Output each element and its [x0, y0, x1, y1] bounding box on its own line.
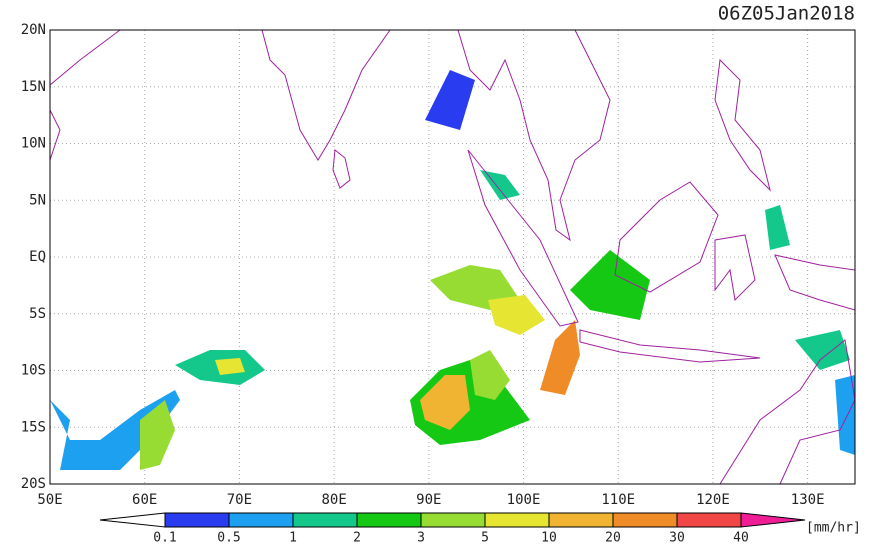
colorbar-max-arrow	[740, 512, 806, 528]
rain-area	[540, 320, 580, 395]
colorbar-label: 0.5	[217, 531, 240, 545]
map-title: 06Z05Jan2018	[718, 3, 855, 25]
lat-label: 10S	[21, 363, 46, 379]
lon-label: 90E	[416, 492, 441, 508]
colorbar-label: 20	[605, 531, 621, 545]
rain-area	[50, 390, 180, 470]
rain-area	[570, 250, 650, 320]
coastline	[714, 58, 771, 192]
rain-area	[140, 400, 175, 470]
lat-label: EQ	[29, 249, 46, 265]
lon-label: 100E	[507, 492, 541, 508]
colorbar-box	[612, 512, 678, 528]
colorbar-box	[356, 512, 422, 528]
rain-area	[425, 70, 475, 130]
lon-label: 50E	[37, 492, 62, 508]
rain-area	[470, 350, 510, 400]
colorbar-box	[164, 512, 230, 528]
colorbar-box	[484, 512, 550, 528]
coastline	[467, 149, 579, 327]
coastline	[714, 234, 756, 302]
lat-label: 5S	[29, 306, 46, 322]
colorbar-label: 40	[733, 531, 749, 545]
coastline	[261, 29, 391, 161]
lon-label: 120E	[696, 492, 730, 508]
coastline	[49, 29, 121, 161]
coastline	[774, 254, 856, 311]
colorbar-box	[292, 512, 358, 528]
rain-area	[480, 170, 520, 200]
rain-area	[835, 375, 855, 455]
lon-label: 80E	[321, 492, 346, 508]
coastline	[457, 29, 611, 242]
colorbar-box	[676, 512, 742, 528]
colorbar-box	[548, 512, 614, 528]
lat-label: 15N	[21, 79, 46, 95]
colorbar: 0.1 0.5 1 2 3 5 10 20 30 40	[99, 512, 806, 546]
lon-label: 60E	[132, 492, 157, 508]
lon-label: 110E	[601, 492, 635, 508]
coastline	[332, 149, 351, 189]
coastline	[719, 339, 856, 485]
lat-label: 10N	[21, 136, 46, 152]
coastline	[579, 329, 761, 363]
rain-area	[488, 295, 545, 335]
rain-area	[420, 375, 470, 430]
colorbar-label: 10	[541, 531, 557, 545]
colorbar-unit: [mm/hr]	[806, 521, 861, 536]
rain-area	[795, 330, 850, 370]
colorbar-label: 1	[289, 531, 297, 545]
lat-label: 5N	[29, 192, 46, 208]
colorbar-label: 0.1	[153, 531, 176, 545]
colorbar-label: 30	[669, 531, 685, 545]
lat-label: 15S	[21, 419, 46, 435]
lon-label: 130E	[791, 492, 825, 508]
map-frame	[49, 29, 856, 485]
rain-areas	[50, 70, 855, 470]
rain-area	[765, 205, 790, 250]
lat-label: 20N	[21, 22, 46, 38]
lat-label: 20S	[21, 476, 46, 492]
coastlines	[49, 29, 856, 485]
lon-label: 70E	[227, 492, 252, 508]
colorbar-box	[420, 512, 486, 528]
colorbar-label: 5	[481, 531, 489, 545]
colorbar-box	[228, 512, 294, 528]
colorbar-label: 2	[353, 531, 361, 545]
colorbar-label: 3	[417, 531, 425, 545]
rain-area	[215, 358, 245, 375]
coastline	[614, 181, 719, 293]
colorbar-min-arrow	[99, 512, 166, 528]
